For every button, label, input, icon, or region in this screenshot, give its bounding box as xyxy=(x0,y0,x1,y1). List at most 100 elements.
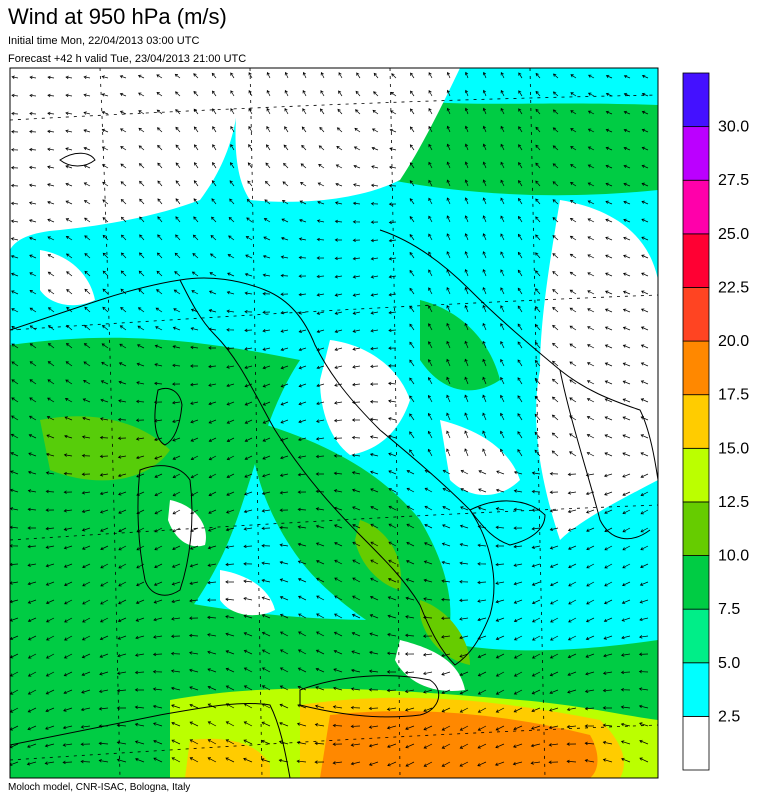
legend-swatch xyxy=(682,233,710,288)
wind-arrow xyxy=(500,358,505,367)
wind-arrow xyxy=(244,455,253,460)
wind-arrow xyxy=(552,73,559,79)
wind-arrow xyxy=(352,275,361,279)
wind-arrow xyxy=(170,651,181,656)
wind-arrow xyxy=(531,617,541,623)
wind-arrow xyxy=(333,668,343,673)
wind-arrow xyxy=(316,311,325,315)
initial-time-label: Initial time Mon, 22/04/2013 03:00 UTC xyxy=(8,35,200,47)
wind-arrow xyxy=(117,635,127,640)
wind-arrow xyxy=(531,471,541,475)
wind-arrow xyxy=(518,90,523,97)
wind-arrow xyxy=(569,307,577,313)
wind-arrow xyxy=(120,270,127,277)
wind-arrow xyxy=(101,110,109,115)
wind-arrow xyxy=(102,217,109,223)
wind-arrow xyxy=(638,652,649,657)
wind-arrow xyxy=(334,559,343,565)
wind-arrow xyxy=(189,703,199,709)
wind-arrow xyxy=(63,545,73,550)
wind-arrow xyxy=(478,470,487,475)
wind-arrow xyxy=(65,129,73,133)
wind-arrow xyxy=(513,617,523,623)
wind-arrow xyxy=(279,721,289,727)
wind-arrow xyxy=(244,347,253,351)
wind-arrow xyxy=(190,308,199,313)
wind-arrow xyxy=(10,743,19,749)
wind-arrow xyxy=(63,707,73,712)
wind-arrow xyxy=(513,526,523,530)
wind-arrow xyxy=(460,488,469,493)
wind-arrow xyxy=(226,437,235,442)
wind-arrow xyxy=(207,721,217,727)
wind-arrow xyxy=(154,545,163,551)
wind-arrow xyxy=(280,236,289,241)
wind-arrow xyxy=(10,761,19,767)
wind-arrow xyxy=(280,310,289,315)
wind-arrow xyxy=(370,346,379,351)
wind-arrow xyxy=(387,633,397,637)
wind-arrow xyxy=(410,108,415,115)
wind-arrow xyxy=(212,90,217,97)
wind-arrow xyxy=(62,760,73,765)
wind-arrow xyxy=(477,617,487,622)
wind-arrow xyxy=(388,328,397,333)
wind-arrow xyxy=(65,111,73,116)
wind-arrow xyxy=(534,306,541,313)
wind-arrow xyxy=(298,292,307,297)
wind-arrow xyxy=(550,599,559,605)
wind-arrow xyxy=(531,581,541,586)
wind-arrow xyxy=(513,725,523,731)
wind-arrow xyxy=(297,490,307,494)
wind-arrow xyxy=(482,358,487,367)
wind-arrow xyxy=(351,418,361,422)
wind-arrow xyxy=(495,507,505,511)
wind-arrow xyxy=(500,412,505,421)
wind-arrow xyxy=(602,706,613,710)
wind-arrow xyxy=(139,216,145,223)
wind-arrow xyxy=(446,340,451,349)
wind-arrow xyxy=(513,599,523,604)
wind-arrow xyxy=(136,344,145,349)
wind-arrow xyxy=(193,90,199,97)
wind-arrow xyxy=(464,358,469,367)
wind-arrow xyxy=(189,545,199,550)
wind-arrow xyxy=(262,437,271,442)
wind-arrow xyxy=(602,671,613,675)
wind-arrow xyxy=(639,722,649,727)
wind-arrow xyxy=(423,615,433,620)
wind-arrow xyxy=(136,563,145,569)
wind-arrow xyxy=(586,563,595,569)
wind-arrow xyxy=(154,437,163,442)
legend-label: 7.5 xyxy=(718,601,740,618)
wind-arrow xyxy=(428,197,433,205)
wind-arrow xyxy=(370,183,379,188)
wind-arrow xyxy=(334,383,343,387)
wind-arrow xyxy=(27,489,37,493)
wind-arrow xyxy=(154,455,163,460)
wind-arrow xyxy=(208,509,217,514)
wind-arrow xyxy=(446,322,451,331)
wind-arrow xyxy=(47,236,55,241)
wind-arrow xyxy=(464,215,469,223)
wind-arrow xyxy=(244,401,253,406)
wind-arrow xyxy=(99,454,109,459)
wind-arrow xyxy=(154,491,163,497)
wind-arrow xyxy=(280,437,289,442)
wind-arrow xyxy=(137,307,145,313)
wind-arrow xyxy=(283,144,289,151)
wind-arrow xyxy=(190,364,199,368)
wind-arrow xyxy=(500,323,505,331)
wind-arrow xyxy=(410,90,415,97)
wind-arrow xyxy=(316,383,325,388)
wind-arrow xyxy=(63,653,73,659)
wind-arrow xyxy=(570,74,577,79)
wind-arrow xyxy=(641,272,649,277)
wind-arrow xyxy=(639,599,649,604)
wind-arrow xyxy=(641,74,649,79)
wind-arrow xyxy=(225,685,235,691)
wind-arrow xyxy=(388,434,397,439)
wind-arrow xyxy=(64,617,73,623)
wind-arrow xyxy=(423,560,433,565)
wind-arrow xyxy=(119,92,127,97)
